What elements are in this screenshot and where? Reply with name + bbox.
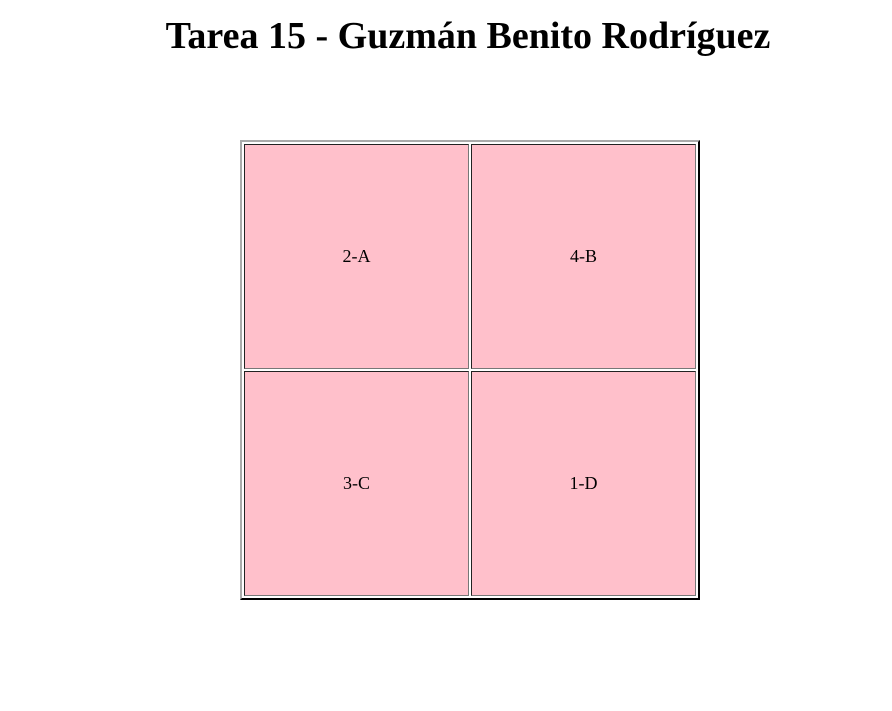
grid-table: 2-A 4-B 3-C 1-D bbox=[240, 140, 700, 600]
page-title: Tarea 15 - Guzmán Benito Rodríguez bbox=[165, 15, 771, 57]
table-cell: 3-C bbox=[244, 371, 469, 596]
table-cell: 2-A bbox=[244, 144, 469, 369]
table-row: 3-C 1-D bbox=[244, 371, 696, 596]
table-row: 2-A 4-B bbox=[244, 144, 696, 369]
table-cell: 4-B bbox=[471, 144, 696, 369]
table-cell: 1-D bbox=[471, 371, 696, 596]
